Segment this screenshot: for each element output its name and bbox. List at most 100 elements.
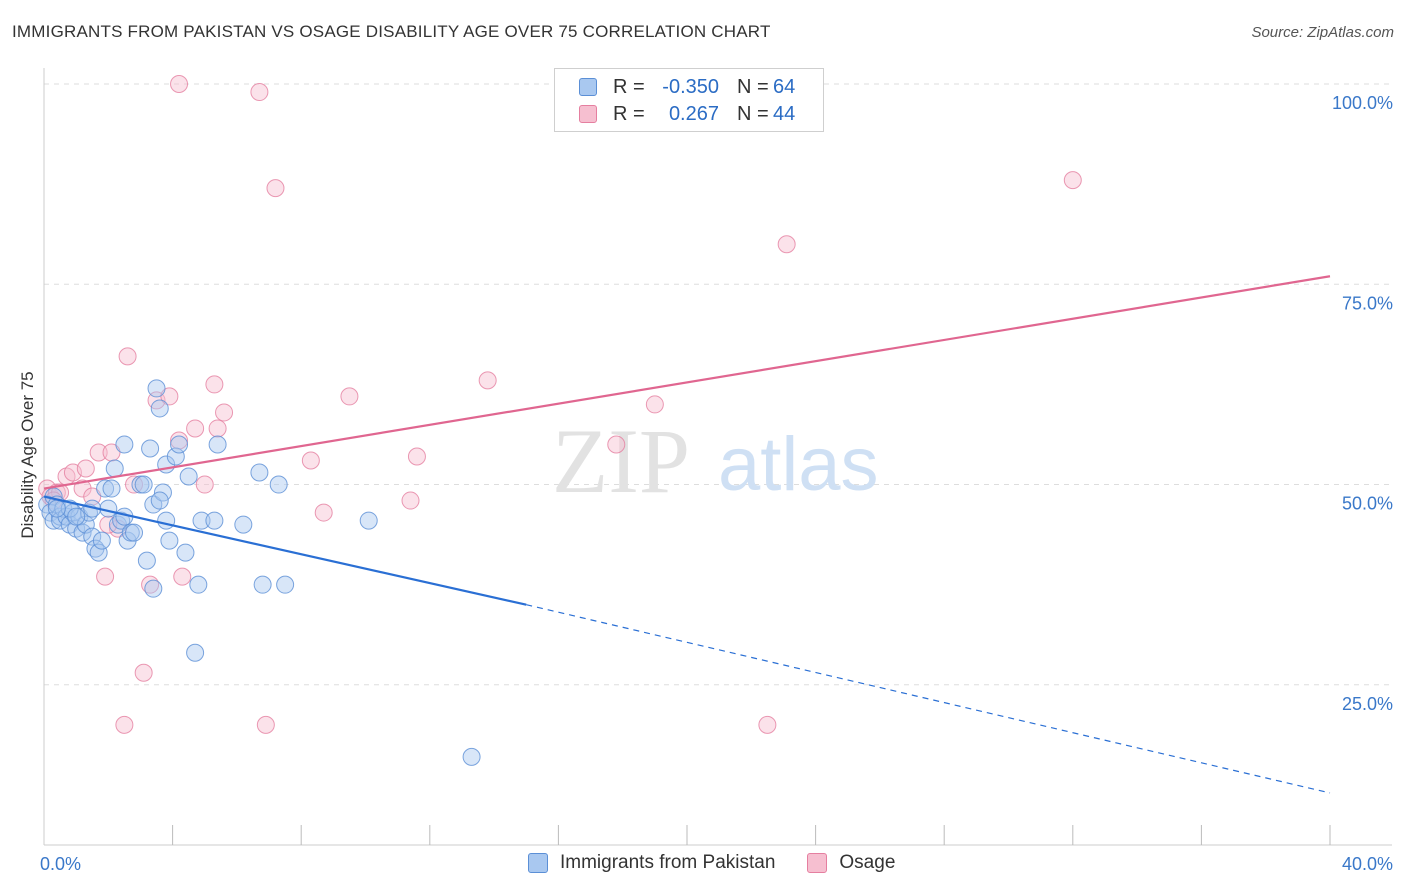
legend-n-value: 44 bbox=[773, 102, 796, 125]
grid bbox=[44, 83, 1392, 686]
osage-point bbox=[607, 435, 626, 454]
osage-point bbox=[314, 503, 333, 522]
pakistan-point bbox=[150, 399, 169, 418]
pakistan-point bbox=[105, 459, 124, 478]
legend-label-osage: Osage bbox=[839, 852, 896, 873]
pakistan-point bbox=[125, 523, 144, 542]
legend-label-pakistan: Immigrants from Pakistan bbox=[560, 852, 776, 873]
y-axis-title: Disability Age Over 75 bbox=[18, 371, 37, 539]
pakistan-point bbox=[47, 499, 66, 518]
x-tick-label: 0.0% bbox=[40, 854, 81, 874]
osage-point bbox=[758, 715, 777, 734]
osage-point bbox=[115, 715, 134, 734]
pakistan-point bbox=[250, 463, 269, 482]
legend-swatch-blue bbox=[579, 78, 597, 96]
watermark-zip: ZIP bbox=[552, 410, 690, 512]
pakistan-points bbox=[38, 379, 481, 766]
osage-point bbox=[118, 347, 137, 366]
pakistan-point bbox=[134, 475, 153, 494]
osage-point bbox=[256, 715, 275, 734]
legend-r-value: 0.267 bbox=[668, 102, 719, 125]
trend-lines bbox=[43, 275, 1331, 794]
osage-point bbox=[266, 179, 285, 198]
pakistan-trend-line-extension bbox=[526, 604, 1331, 794]
pakistan-point bbox=[462, 747, 481, 766]
osage-trend-line bbox=[43, 275, 1331, 490]
osage-point bbox=[170, 75, 189, 94]
osage-point bbox=[1063, 171, 1082, 190]
osage-point bbox=[125, 475, 144, 494]
pakistan-point bbox=[157, 511, 176, 530]
pakistan-point bbox=[147, 379, 166, 398]
osage-point bbox=[401, 491, 420, 510]
osage-point bbox=[96, 567, 115, 586]
chart-source: Source: ZipAtlas.com bbox=[1251, 24, 1394, 41]
osage-point bbox=[250, 83, 269, 102]
pakistan-point bbox=[176, 543, 195, 562]
pakistan-trend-line bbox=[43, 495, 527, 606]
legend-row-pakistan: R = -0.350 N = 64 bbox=[579, 74, 795, 100]
osage-point bbox=[407, 447, 426, 466]
legend-n-value: 64 bbox=[773, 75, 796, 98]
pakistan-point bbox=[96, 479, 115, 498]
legend-row-osage: R = 0.267 N = 44 bbox=[579, 101, 795, 127]
osage-point bbox=[340, 387, 359, 406]
pakistan-point bbox=[141, 439, 160, 458]
chart-title: IMMIGRANTS FROM PAKISTAN VS OSAGE DISABI… bbox=[12, 22, 771, 41]
osage-point bbox=[134, 663, 153, 682]
legend-r-label: R = bbox=[613, 75, 645, 98]
watermark-atlas: atlas bbox=[718, 422, 879, 507]
pakistan-point bbox=[160, 531, 179, 550]
legend-swatch-pink bbox=[579, 105, 597, 123]
osage-point bbox=[173, 567, 192, 586]
y-tick-label: 75.0% bbox=[1342, 293, 1393, 313]
pakistan-point bbox=[115, 435, 134, 454]
pakistan-point bbox=[102, 479, 121, 498]
osage-point bbox=[205, 375, 224, 394]
osage-point bbox=[478, 371, 497, 390]
pakistan-point bbox=[189, 575, 208, 594]
osage-point bbox=[208, 419, 227, 438]
pakistan-point bbox=[276, 575, 295, 594]
legend-r-label: R = bbox=[613, 102, 645, 125]
pakistan-point bbox=[144, 579, 163, 598]
legend-item-pakistan[interactable]: Immigrants from Pakistan bbox=[528, 852, 775, 874]
legend-swatch-blue bbox=[528, 853, 548, 873]
pakistan-point bbox=[67, 507, 86, 526]
legend-n-label: N = bbox=[737, 75, 769, 98]
osage-point bbox=[186, 419, 205, 438]
osage-point bbox=[76, 459, 95, 478]
osage-point bbox=[160, 387, 179, 406]
pakistan-point bbox=[359, 511, 378, 530]
axes bbox=[43, 68, 1392, 846]
pakistan-point bbox=[170, 435, 189, 454]
osage-point bbox=[645, 395, 664, 414]
osage-point bbox=[195, 475, 214, 494]
pakistan-point bbox=[208, 435, 227, 454]
series-legend: Immigrants from Pakistan Osage bbox=[528, 852, 927, 874]
pakistan-point bbox=[166, 447, 185, 466]
pakistan-point bbox=[205, 511, 224, 530]
tick-labels: 25.0% 50.0% 75.0% 100.0% 0.0% 40.0% bbox=[40, 93, 1393, 874]
legend-n-label: N = bbox=[737, 102, 769, 125]
osage-point bbox=[89, 443, 108, 462]
osage-point bbox=[777, 235, 796, 254]
stats-legend: R = -0.350 N = 64 R = 0.267 N = 44 bbox=[554, 68, 824, 132]
pakistan-point bbox=[192, 511, 211, 530]
y-tick-label: 25.0% bbox=[1342, 694, 1393, 714]
pakistan-point bbox=[83, 527, 102, 546]
pakistan-point bbox=[89, 543, 108, 562]
y-tick-label: 100.0% bbox=[1332, 93, 1393, 113]
watermark: ZIP atlas bbox=[552, 410, 879, 512]
legend-swatch-pink bbox=[807, 853, 828, 873]
osage-point bbox=[215, 403, 234, 422]
pakistan-point bbox=[253, 575, 272, 594]
legend-r-value: -0.350 bbox=[662, 75, 719, 98]
pakistan-point bbox=[269, 475, 288, 494]
y-tick-label: 50.0% bbox=[1342, 494, 1393, 514]
pakistan-point bbox=[137, 551, 156, 570]
legend-item-osage[interactable]: Osage bbox=[807, 852, 895, 874]
x-tick-label: 40.0% bbox=[1342, 854, 1393, 874]
pakistan-point bbox=[150, 491, 169, 510]
